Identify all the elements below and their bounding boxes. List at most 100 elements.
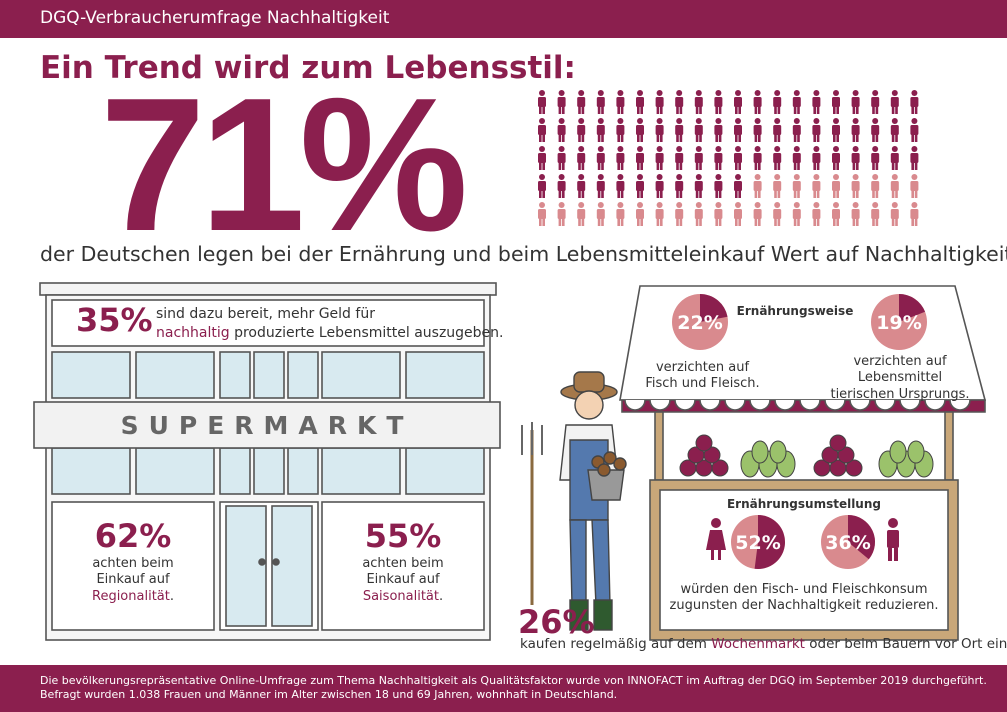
change-text: würden den Fisch- und Fleischkonsum zugun… xyxy=(669,582,939,614)
pie-19-label: 19% xyxy=(876,312,921,334)
person-icon xyxy=(753,90,762,114)
person-icon xyxy=(910,118,919,142)
person-icon xyxy=(812,90,821,114)
person-icon xyxy=(812,146,821,170)
person-icon xyxy=(773,146,782,170)
person-icon xyxy=(694,174,703,198)
person-icon xyxy=(694,118,703,142)
diet-title: Ernährungsweise xyxy=(736,304,854,318)
person-icon xyxy=(832,202,840,226)
person-icon xyxy=(851,90,860,114)
person-icon xyxy=(890,118,899,142)
pears-right xyxy=(878,440,934,478)
pie-52-label: 52% xyxy=(735,532,780,554)
person-icon xyxy=(871,202,880,226)
person-icon xyxy=(616,118,625,142)
person-icon xyxy=(851,174,860,198)
person-icon xyxy=(851,118,860,142)
person-icon xyxy=(636,202,644,226)
pie-22: 22% xyxy=(672,294,728,350)
pie-36: 36% xyxy=(821,515,875,569)
person-icon xyxy=(832,174,840,198)
people-chart xyxy=(538,90,919,226)
person-icon xyxy=(675,90,684,114)
person-icon xyxy=(655,118,664,142)
person-icon xyxy=(577,146,586,170)
apples-right xyxy=(813,434,863,477)
person-icon xyxy=(734,146,742,170)
apples-left xyxy=(679,434,729,477)
person-icon xyxy=(851,202,860,226)
person-icon xyxy=(832,118,840,142)
supermarket-sign: SUPERMARKT xyxy=(120,411,414,440)
person-icon xyxy=(557,118,566,142)
person-icon xyxy=(616,174,625,198)
person-icon xyxy=(753,146,762,170)
person-icon xyxy=(655,146,664,170)
person-icon xyxy=(792,146,801,170)
header-title: DGQ-Verbraucherumfrage Nachhaltigkeit xyxy=(40,8,390,28)
person-icon xyxy=(675,174,684,198)
main-stat-value: 71% xyxy=(100,59,468,271)
person-icon xyxy=(910,202,919,226)
person-icon xyxy=(714,90,723,114)
person-icon xyxy=(871,90,880,114)
person-icon xyxy=(596,202,605,226)
person-icon xyxy=(596,174,605,198)
person-icon xyxy=(675,118,684,142)
person-icon xyxy=(616,90,625,114)
person-icon xyxy=(910,146,919,170)
person-icon xyxy=(753,202,762,226)
person-icon xyxy=(910,174,919,198)
person-icon xyxy=(890,90,899,114)
person-icon xyxy=(871,174,880,198)
stat-22-text: verzichten auf Fisch und Fleisch. xyxy=(645,360,760,392)
person-icon xyxy=(832,90,840,114)
person-icon xyxy=(734,202,742,226)
footer: Die bevölkerungsrepräsentative Online-Um… xyxy=(0,665,1007,712)
stat-55: 55% achten beim Einkauf auf Saisonalität… xyxy=(362,517,444,604)
person-icon xyxy=(577,118,586,142)
person-icon xyxy=(714,118,723,142)
person-icon xyxy=(636,174,644,198)
person-icon xyxy=(753,118,762,142)
person-icon xyxy=(851,146,860,170)
person-icon xyxy=(694,202,703,226)
person-icon xyxy=(577,90,586,114)
person-icon xyxy=(812,118,821,142)
person-icon xyxy=(753,174,762,198)
person-icon xyxy=(596,90,605,114)
stat-26-value: 26% xyxy=(518,603,595,641)
stat-26-text: kaufen regelmäßig auf dem Wochenmarkt od… xyxy=(520,636,1007,652)
person-icon xyxy=(792,90,801,114)
change-title: Ernährungsumstellung xyxy=(726,497,881,511)
person-icon xyxy=(890,174,899,198)
person-icon xyxy=(910,90,919,114)
person-icon xyxy=(557,202,566,226)
person-icon xyxy=(773,202,782,226)
person-icon xyxy=(812,202,821,226)
person-icon xyxy=(655,202,664,226)
person-icon xyxy=(734,118,742,142)
person-icon xyxy=(714,174,723,198)
person-icon xyxy=(871,146,880,170)
female-icon xyxy=(706,518,726,560)
person-icon xyxy=(812,174,821,198)
stat-35-value: 35% xyxy=(76,301,153,339)
person-icon xyxy=(538,146,546,170)
pears-left xyxy=(740,440,796,478)
person-icon xyxy=(792,202,801,226)
person-icon xyxy=(714,202,723,226)
person-icon xyxy=(596,118,605,142)
person-icon xyxy=(773,90,782,114)
person-icon xyxy=(557,174,566,198)
person-icon xyxy=(871,118,880,142)
farmer-illustration xyxy=(521,371,627,631)
male-icon xyxy=(887,518,899,561)
person-icon xyxy=(890,202,899,226)
person-icon xyxy=(538,174,546,198)
person-icon xyxy=(773,174,782,198)
person-icon xyxy=(734,90,742,114)
person-icon xyxy=(616,146,625,170)
